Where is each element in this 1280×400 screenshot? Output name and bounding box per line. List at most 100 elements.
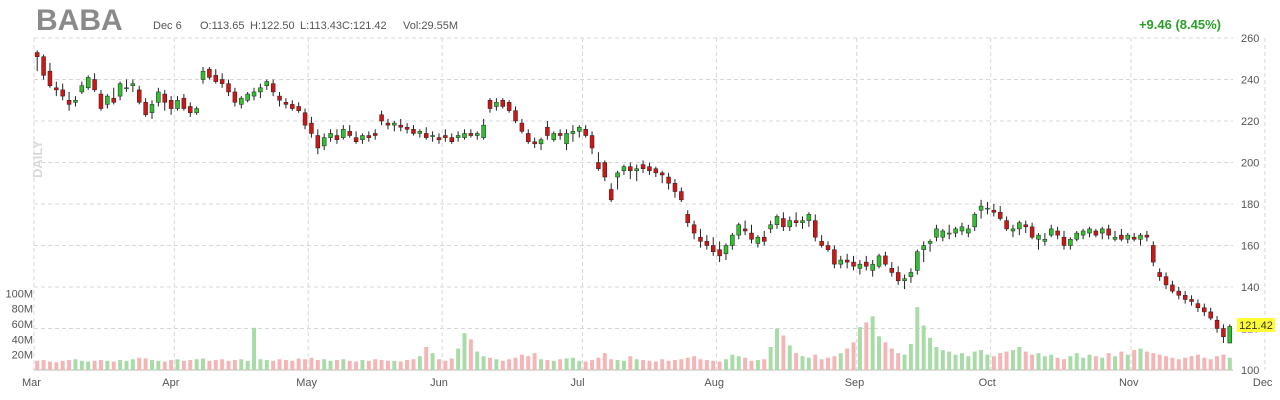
price-tick-label: 220 (1241, 116, 1259, 128)
volume-bar (934, 347, 939, 370)
candle-body (124, 87, 129, 90)
volume-bar (424, 347, 429, 370)
candle-body (1131, 236, 1137, 240)
volume-bar (67, 360, 72, 370)
quote-date: Dec 6 (153, 20, 182, 32)
candle-body (889, 268, 895, 273)
candle-body (883, 255, 888, 265)
open-value: O:113.65 (200, 20, 244, 32)
volume-bar (947, 351, 952, 370)
volume-bar (985, 354, 990, 370)
volume-bar (213, 360, 218, 370)
volume-bar (1010, 350, 1015, 370)
candle-body (615, 172, 620, 178)
volume-bar (150, 360, 154, 370)
volume-bar (1113, 356, 1117, 370)
candle-body (296, 106, 301, 111)
volume-bar (979, 350, 984, 370)
candle-body (755, 236, 761, 244)
candle-body (181, 97, 187, 109)
volume-bar (1106, 353, 1111, 370)
candle-body (1029, 226, 1035, 238)
date-axis: Mar Apr May Jun Jul Aug Sep Oct Nov Dec (22, 377, 1273, 389)
volume-bar (666, 360, 671, 370)
candle-body (1087, 228, 1092, 234)
volume-bar (723, 359, 728, 370)
candle-body (245, 93, 250, 101)
candle-body (679, 191, 684, 201)
volume-bar (315, 360, 320, 370)
candle-body (608, 189, 614, 201)
volume-bar (488, 357, 492, 370)
volume-bar (908, 343, 913, 370)
candle-body (105, 95, 110, 105)
candle-body (596, 162, 601, 169)
candle-body (1182, 295, 1188, 300)
volume-bar (794, 353, 799, 370)
last-price-tag (1237, 318, 1275, 332)
volume-bar (334, 360, 339, 370)
volume-bar (877, 336, 882, 370)
price-tick-label: 240 (1241, 75, 1259, 87)
volume-bar (354, 361, 359, 370)
candle-body (1208, 311, 1213, 319)
volume-bar (513, 357, 518, 370)
candle-body (1010, 228, 1016, 232)
volume-bar (596, 357, 601, 370)
low-value: L:113.43 (300, 20, 342, 32)
candle-body (647, 166, 652, 172)
candle-body (953, 228, 958, 234)
volume-bar (857, 327, 862, 370)
volume-bar (360, 360, 365, 370)
volume-bar (1202, 357, 1207, 370)
volume-bar (169, 360, 174, 370)
candle-body (557, 133, 563, 136)
volume-bar (1068, 356, 1073, 370)
candle-body (1023, 224, 1028, 228)
volume-bar (137, 357, 142, 370)
volume-bar (232, 360, 237, 370)
grid (33, 37, 1266, 371)
candle-body (736, 224, 741, 236)
candle-body (870, 263, 875, 271)
volume-bar (519, 354, 524, 370)
volume-bar (1215, 356, 1220, 370)
volume-bar (226, 360, 231, 370)
close-value: C:121.42 (342, 20, 387, 32)
candle-body (1106, 228, 1111, 236)
candle-body (698, 236, 703, 242)
candle-body (985, 207, 990, 210)
volume-bar (864, 322, 869, 370)
volume-bar (411, 359, 416, 370)
volume-bar (1221, 354, 1226, 370)
candle-body (321, 137, 327, 147)
candle-body (385, 122, 391, 126)
volume-bar (277, 359, 282, 370)
volume-bar (347, 360, 352, 370)
candle-body (653, 168, 659, 174)
volume-bar (124, 360, 129, 370)
price-tick-label: 200 (1241, 158, 1259, 170)
candle-body (538, 139, 544, 145)
price-axis: 260240220200180160140120100 (1241, 33, 1259, 377)
volume-bar (283, 360, 288, 370)
candle-body (277, 95, 282, 101)
volume-bar (609, 359, 614, 370)
candle-body (513, 110, 518, 122)
candle-body (1100, 228, 1105, 234)
volume-bar (921, 325, 926, 370)
price-tick-label: 260 (1241, 33, 1259, 45)
volume-bar (641, 360, 646, 370)
candle-body (449, 137, 454, 143)
month-label: Oct (979, 377, 996, 389)
candle-body (717, 249, 722, 257)
candle-body (1036, 234, 1041, 240)
candle-body (328, 133, 333, 138)
candle-body (813, 220, 818, 238)
volume-bar (813, 354, 818, 370)
candle-body (1176, 290, 1182, 296)
volume-bar (449, 358, 454, 370)
candle-body (111, 97, 116, 103)
volume-bar (430, 353, 435, 370)
